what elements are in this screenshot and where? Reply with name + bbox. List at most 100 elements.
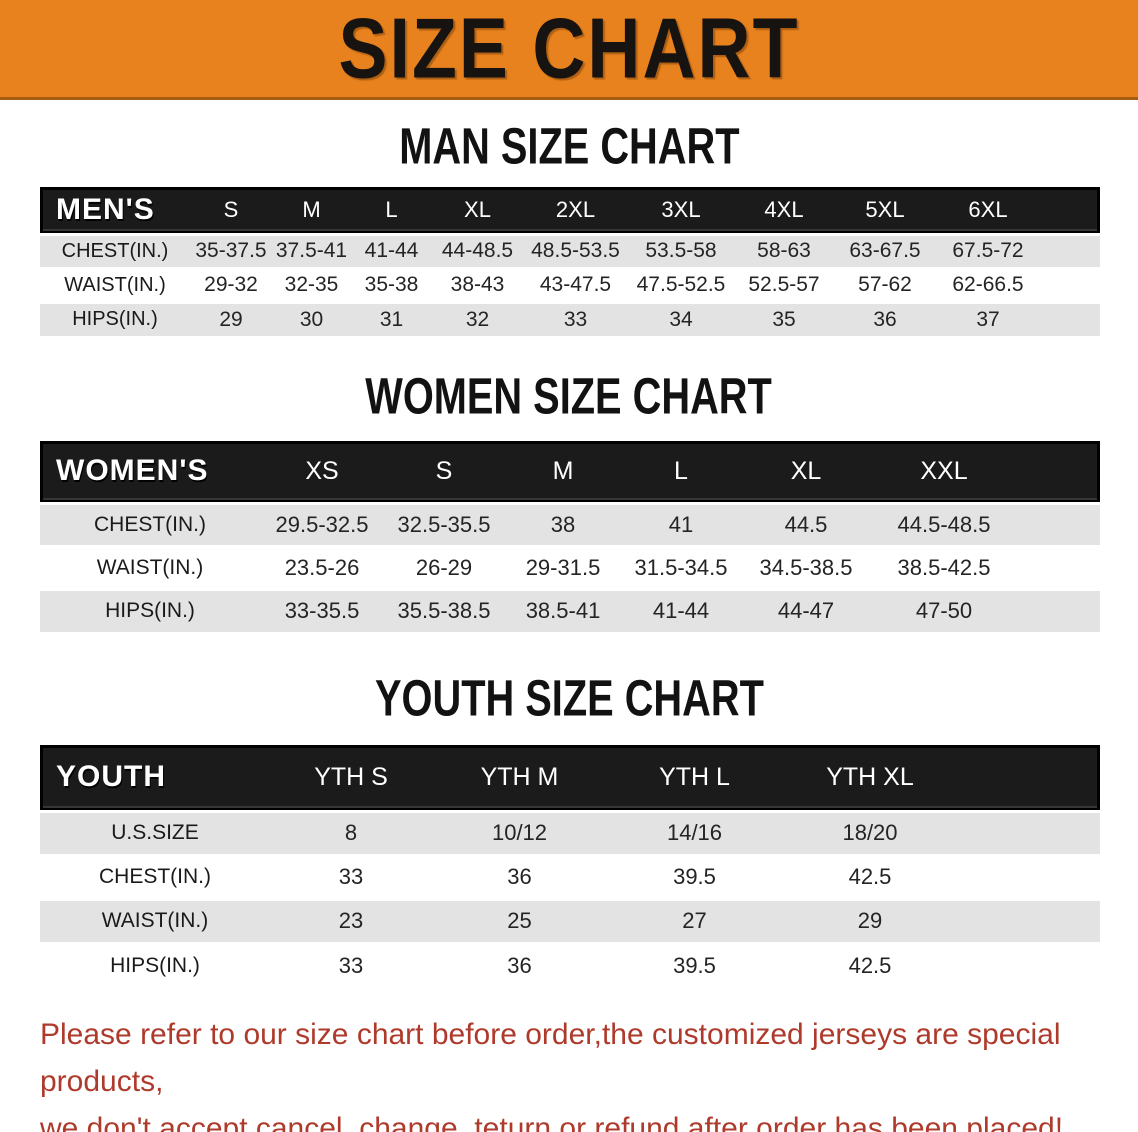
measurement-value: 38 xyxy=(550,511,576,537)
table-header-row: WOMEN'S XS S M L XL XXL xyxy=(40,441,1100,503)
measurement-label: HIPS(IN.) xyxy=(110,953,200,977)
spacer-cell xyxy=(1040,234,1100,268)
size-column-header: YTH M xyxy=(480,762,559,791)
measurement-value: 36 xyxy=(507,864,532,889)
spacer-cell xyxy=(958,855,1100,899)
disclaimer-line-2: we don't accept cancel, change, teturn o… xyxy=(40,1112,1064,1132)
measurement-label: WAIST(IN.) xyxy=(64,273,166,296)
spacer-cell xyxy=(958,745,1100,811)
measurement-value: 39.5 xyxy=(673,864,716,889)
measurement-row: WAIST(IN.) 23.5-26 26-29 29-31.5 31.5-34.5 34… xyxy=(40,546,1100,589)
size-column-header: L xyxy=(385,196,398,222)
size-column-header: M xyxy=(552,456,574,485)
banner-title: SIZE CHART xyxy=(338,1,800,96)
men-size-table: MEN'S S M L XL 2XL 3XL 4XL 5XL 6XL CHEST(IN.) 35-37… xyxy=(40,187,1100,336)
measurement-value: 14/16 xyxy=(666,820,723,845)
women-section-heading: WOMEN SIZE CHART xyxy=(0,336,1138,441)
measurement-value: 31.5-34.5 xyxy=(634,554,728,580)
measurement-value: 41-44 xyxy=(652,598,710,624)
measurement-row: CHEST(IN.) 33 36 39.5 42.5 xyxy=(40,855,1100,899)
size-column-header: 5XL xyxy=(865,196,905,222)
measurement-value: 44-48.5 xyxy=(441,239,514,262)
spacer-cell xyxy=(1016,503,1100,546)
spacer-cell xyxy=(958,943,1100,987)
measurement-value: 37.5-41 xyxy=(275,239,348,262)
measurement-value: 38-43 xyxy=(450,273,505,296)
measurement-value: 18/20 xyxy=(842,820,898,845)
table-header-row: MEN'S S M L XL 2XL 3XL 4XL 5XL 6XL xyxy=(40,187,1100,234)
measurement-value: 32-35 xyxy=(284,273,339,296)
measurement-value: 34.5-38.5 xyxy=(759,554,853,580)
measurement-value: 33-35.5 xyxy=(284,598,360,624)
size-column-header: 2XL xyxy=(555,196,596,222)
size-column-header: 4XL xyxy=(764,196,804,222)
spacer-cell xyxy=(1016,441,1100,503)
measurement-value: 37 xyxy=(976,307,1000,331)
measurement-value: 57-62 xyxy=(858,273,912,296)
measurement-label: U.S.SIZE xyxy=(111,821,199,844)
measurement-value: 30 xyxy=(299,307,324,331)
measurement-value: 23.5-26 xyxy=(284,554,360,580)
size-column-header: YTH L xyxy=(659,762,730,791)
size-column-header: XL xyxy=(790,456,822,485)
table-header-row: YOUTH YTH S YTH M YTH L YTH XL xyxy=(40,745,1100,811)
table-title-cell: WOMEN'S xyxy=(56,454,209,488)
banner: SIZE CHART xyxy=(0,0,1138,100)
measurement-value: 33 xyxy=(338,952,364,978)
disclaimer: Please refer to our size chart before or… xyxy=(40,1011,1100,1132)
measurement-value: 25 xyxy=(507,908,532,933)
measurement-label: WAIST(IN.) xyxy=(96,555,204,579)
size-column-header: S xyxy=(223,196,239,222)
measurement-value: 34 xyxy=(669,307,693,331)
disclaimer-line-1: Please refer to our size chart before or… xyxy=(40,1018,1061,1099)
measurement-value: 36 xyxy=(507,952,532,978)
measurement-value: 42.5 xyxy=(848,952,892,978)
size-column-header: XXL xyxy=(920,456,968,485)
measurement-value: 38.5-42.5 xyxy=(897,554,991,580)
measurement-value: 63-67.5 xyxy=(849,239,921,262)
measurement-value: 36 xyxy=(873,307,897,331)
measurement-value: 29.5-32.5 xyxy=(275,511,369,537)
measurement-value: 31 xyxy=(379,307,404,331)
measurement-row: HIPS(IN.) 33 36 39.5 42.5 xyxy=(40,943,1100,987)
measurement-label: CHEST(IN.) xyxy=(94,512,206,536)
measurement-row: HIPS(IN.) 33-35.5 35.5-38.5 38.5-41 41-44 44-… xyxy=(40,589,1100,632)
measurement-value: 35-37.5 xyxy=(195,239,267,262)
measurement-row: HIPS(IN.) 29 30 31 32 33 34 35 36 37 xyxy=(40,302,1100,336)
youth-size-table: YOUTH YTH S YTH M YTH L YTH XL U.S.SIZE 8 10/12… xyxy=(40,745,1100,987)
size-column-header: L xyxy=(674,456,688,485)
measurement-value: 33 xyxy=(563,307,588,331)
measurement-value: 8 xyxy=(344,820,358,845)
measurement-value: 67.5-72 xyxy=(952,239,1024,262)
measurement-value: 23 xyxy=(338,908,364,933)
measurement-value: 32 xyxy=(465,307,490,331)
measurement-value: 26-29 xyxy=(415,554,473,580)
size-column-header: XL xyxy=(464,196,491,222)
measurement-row: WAIST(IN.) 23 25 27 29 xyxy=(40,899,1100,943)
measurement-value: 53.5-58 xyxy=(645,239,717,262)
size-column-header: 6XL xyxy=(968,196,1008,222)
measurement-row: CHEST(IN.) 29.5-32.5 32.5-35.5 38 41 44.5 44.5… xyxy=(40,503,1100,546)
measurement-label: CHEST(IN.) xyxy=(99,865,211,888)
table-title-cell: YOUTH xyxy=(56,760,166,794)
measurement-value: 35-38 xyxy=(364,273,419,296)
measurement-value: 38.5-41 xyxy=(525,598,601,624)
women-section-heading-text: WOMEN SIZE CHART xyxy=(365,367,773,425)
measurement-value: 47.5-52.5 xyxy=(636,273,726,296)
measurement-value: 29-32 xyxy=(204,273,258,296)
youth-section-heading: YOUTH SIZE CHART xyxy=(0,632,1138,745)
measurement-row: CHEST(IN.) 35-37.5 37.5-41 41-44 44-48.5 48.5… xyxy=(40,234,1100,268)
measurement-label: HIPS(IN.) xyxy=(72,308,158,331)
size-column-header: YTH S xyxy=(314,762,388,791)
measurement-value: 62-66.5 xyxy=(952,273,1024,296)
measurement-value: 29 xyxy=(219,307,243,331)
measurement-value: 41-44 xyxy=(364,239,419,262)
spacer-cell xyxy=(958,899,1100,943)
measurement-value: 52.5-57 xyxy=(748,273,820,296)
size-column-header: YTH XL xyxy=(826,762,914,791)
measurement-value: 48.5-53.5 xyxy=(531,239,620,262)
measurement-value: 39.5 xyxy=(673,952,716,978)
spacer-cell xyxy=(1040,187,1100,234)
measurement-value: 35.5-38.5 xyxy=(397,598,491,624)
size-column-header: 3XL xyxy=(661,196,701,222)
